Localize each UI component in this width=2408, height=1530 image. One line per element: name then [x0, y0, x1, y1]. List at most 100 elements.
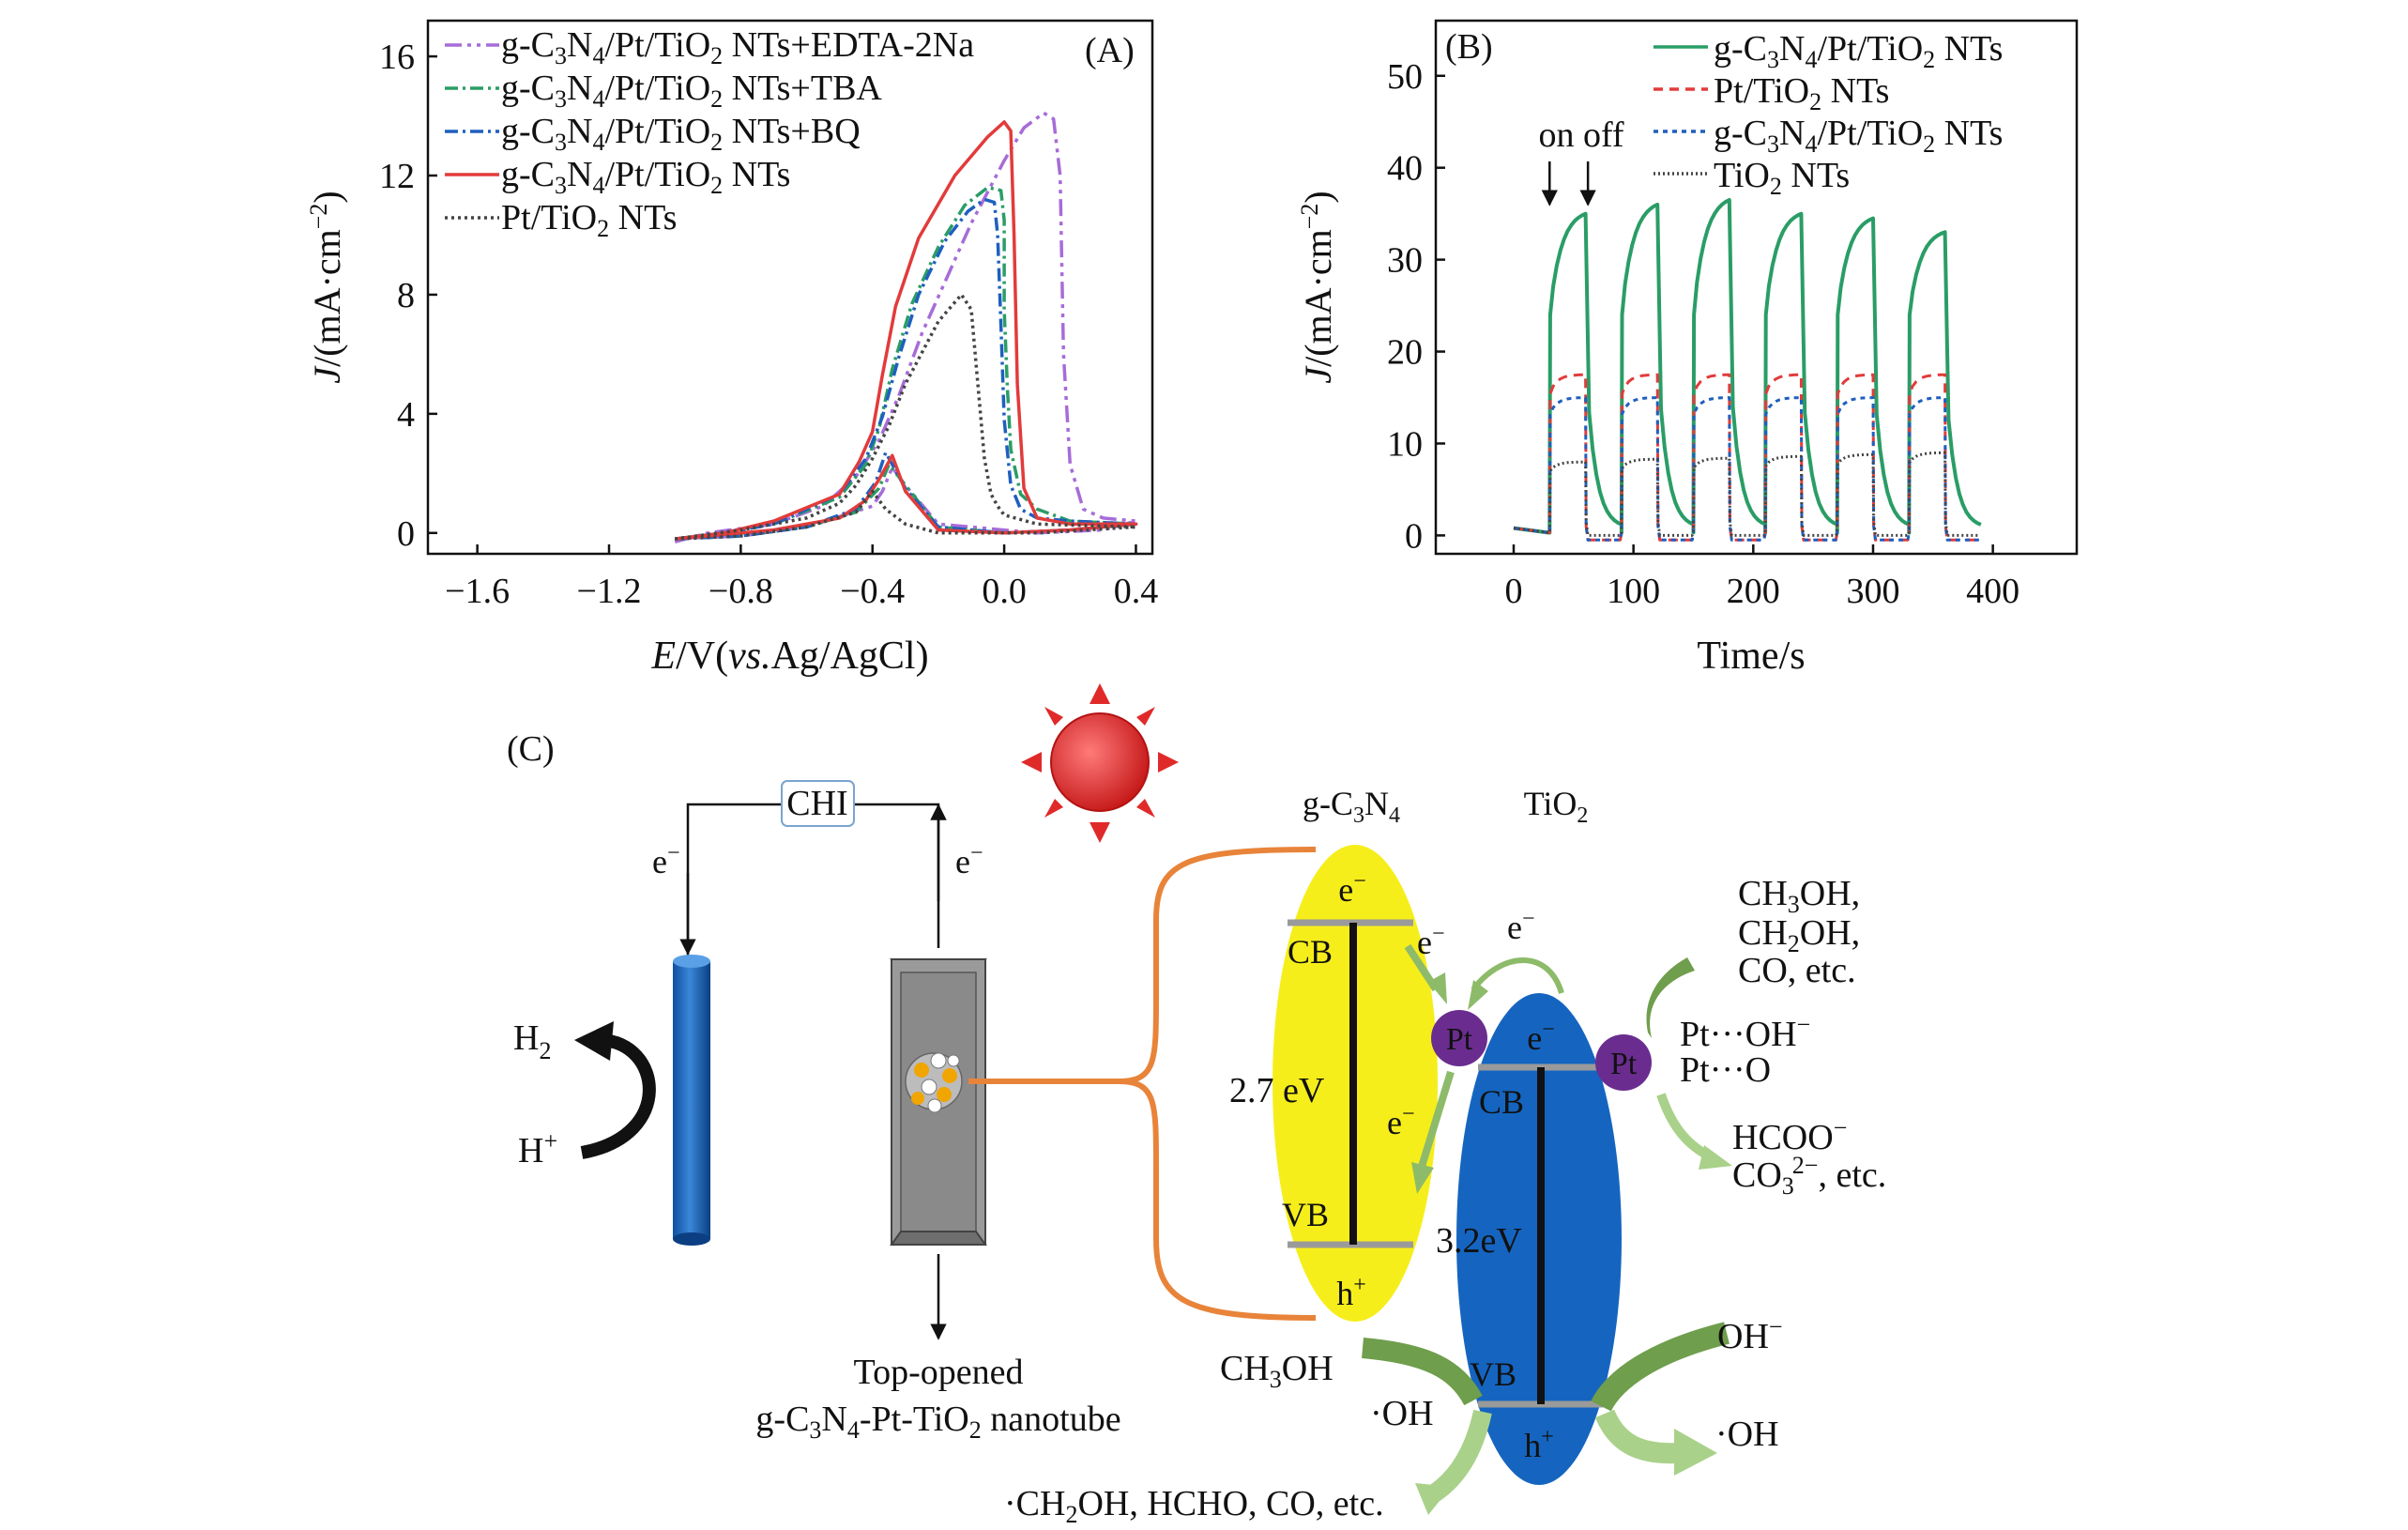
photoanode-nanotube — [890, 958, 987, 1246]
oh-radical-left: ·OH — [1370, 1394, 1434, 1433]
panel-b-annotation: on off — [1538, 115, 1623, 155]
panel-a-xlabel: E/V(vs.Ag/AgCl) — [650, 635, 928, 678]
b-xtick-label: 400 — [1966, 572, 2019, 611]
b-ytick-label: 50 — [1387, 57, 1423, 97]
b-legend-label: TiO2 NTs — [1714, 156, 1850, 200]
b-series-line — [1513, 198, 1982, 535]
electron-transfer-arrow-2 — [1417, 1070, 1455, 1171]
a-ytick-label: 4 — [397, 395, 415, 435]
product-hcoo: HCOO− — [1732, 1114, 1847, 1157]
transfer-electron-2: e− — [1387, 1102, 1415, 1141]
panel-a-frame — [426, 19, 1154, 556]
pt-label-right: Pt — [1610, 1047, 1638, 1081]
h2-arrowhead — [574, 1021, 614, 1061]
tio2-gap-value: 3.2eV — [1436, 1221, 1522, 1261]
tio2-cb-label: CB — [1479, 1083, 1524, 1121]
a-legend-label: g-C3N4/Pt/TiO2 NTs+EDTA-2Na — [501, 25, 974, 69]
a-series-line — [674, 120, 1138, 541]
panel-b-on-off-arrows — [1541, 161, 1596, 207]
h-plus-label: H+ — [518, 1127, 557, 1170]
a-legend-label: g-C3N4/Pt/TiO2 NTs — [501, 155, 790, 199]
a-xtick-label: 0.0 — [982, 572, 1027, 611]
b-legend-label: g-C3N4/Pt/TiO2 NTs — [1714, 29, 2003, 73]
a-xtick-label: −1.2 — [577, 572, 642, 611]
a-ytick-label: 16 — [379, 38, 415, 77]
panel-c-label: (C) — [507, 729, 555, 769]
panel-b-label: (B) — [1445, 27, 1493, 67]
a-ytick-label: 0 — [397, 514, 415, 554]
nanotube-caption-line1: Top-opened — [854, 1353, 1024, 1392]
gc3n4-hole: h+ — [1336, 1273, 1366, 1312]
product-ch3oh: CH3OH, — [1738, 874, 1860, 918]
panel-c: (C) CHI e− e− — [507, 683, 1886, 1528]
b-ytick-label: 20 — [1387, 333, 1423, 373]
a-xtick-label: 0.4 — [1114, 572, 1159, 611]
cathode-rod — [673, 955, 710, 1246]
panel-b-ticks: 0 100 200 300 400 0 10 20 30 40 50 — [1387, 57, 2019, 611]
h-plus-to-h2-arrow — [580, 1033, 656, 1159]
a-legend-label: g-C3N4/Pt/TiO2 NTs+TBA — [501, 69, 882, 113]
a-ytick-label: 8 — [397, 276, 415, 315]
bottom-products: ·CH2OH, HCHO, CO, etc. — [1004, 1484, 1384, 1528]
a-series-line — [674, 293, 1138, 541]
b-ytick-label: 30 — [1387, 241, 1423, 281]
a-ytick-label: 12 — [379, 157, 415, 196]
electron-transfer-arrow-3 — [1471, 957, 1564, 994]
reaction-arrow-oh-radical — [1594, 1409, 1681, 1464]
panel-b-frame — [1434, 19, 2079, 556]
tio2-header: TiO2 — [1524, 785, 1589, 828]
pt-particle-right — [1595, 1034, 1652, 1091]
methanol-left: CH3OH — [1220, 1349, 1334, 1393]
transfer-electron-3: e− — [1507, 907, 1535, 946]
a-xtick-label: −0.4 — [840, 572, 905, 611]
b-xtick-label: 100 — [1607, 572, 1660, 611]
a-xtick-label: −1.6 — [445, 572, 510, 611]
electron-label-left: e− — [652, 841, 680, 880]
reaction-arrow-methanol-down — [1421, 1409, 1492, 1507]
b-ytick-label: 40 — [1387, 149, 1423, 189]
pt-label-left: Pt — [1446, 1022, 1473, 1057]
pt-particle-left — [1431, 1010, 1487, 1066]
a-xtick-label: −0.8 — [709, 572, 773, 611]
b-xtick-label: 200 — [1727, 572, 1780, 611]
product-co: CO, etc. — [1738, 951, 1856, 990]
panel-a-legend: g-C3N4/Pt/TiO2 NTs+EDTA-2Nag-C3N4/Pt/TiO… — [445, 25, 974, 242]
gc3n4-electron: e− — [1338, 869, 1366, 909]
panel-a-curves — [673, 111, 1138, 543]
oh-radical-right: ·OH — [1715, 1415, 1779, 1454]
sun-icon — [1021, 683, 1179, 843]
panel-b-xlabel: Time/s — [1697, 635, 1805, 678]
h2-label: H2 — [513, 1018, 551, 1064]
panel-a-label: (A) — [1085, 31, 1135, 70]
b-ytick-label: 10 — [1387, 424, 1423, 464]
reaction-arrow-oh — [1591, 1322, 1730, 1412]
nanotube-caption-line2: g-C3N4-Pt-TiO2 nanotube — [755, 1400, 1120, 1444]
panel-a-ticks: −1.6 −1.2 −0.8 −0.4 0.0 0.4 0 4 8 12 16 — [379, 38, 1158, 611]
panel-b-ylabel: J/(mA·cm−2) — [1296, 191, 1339, 383]
electron-label-right: e− — [955, 841, 983, 880]
gc3n4-gap-value: 2.7 eV — [1229, 1071, 1325, 1110]
panel-a: −1.6 −1.2 −0.8 −0.4 0.0 0.4 0 4 8 12 16 (A) g-C3N4… — [305, 19, 1158, 678]
a-legend-label: g-C3N4/Pt/TiO2 NTs+BQ — [501, 112, 861, 156]
tio2-electron: e− — [1527, 1017, 1555, 1057]
product-ch2oh: CH2OH, — [1738, 913, 1860, 957]
panel-b: 0 100 200 300 400 0 10 20 30 40 50 (B) g-C3N4/Pt/T… — [1296, 19, 2079, 678]
a-series-line — [673, 111, 1138, 543]
a-series-line — [674, 185, 1138, 541]
gc3n4-cb-label: CB — [1288, 933, 1333, 971]
reaction-arrow-upper — [1646, 957, 1695, 1038]
b-series-line — [1513, 396, 1980, 542]
tio2-hole: h+ — [1524, 1425, 1554, 1464]
a-series-line — [674, 197, 1138, 541]
pt-o-label: Pt···O — [1680, 1050, 1771, 1090]
gc3n4-vb-label: VB — [1282, 1196, 1329, 1233]
panel-b-curves — [1513, 198, 1982, 542]
panel-a-ylabel: J/(mA·cm−2) — [305, 191, 348, 383]
a-legend-label: Pt/TiO2 NTs — [501, 198, 677, 242]
transfer-electron-1: e− — [1417, 922, 1445, 961]
product-co3: CO32−, etc. — [1732, 1152, 1886, 1200]
tio2-vb-label: VB — [1470, 1355, 1516, 1393]
oh-minus-label: OH− — [1717, 1313, 1783, 1356]
